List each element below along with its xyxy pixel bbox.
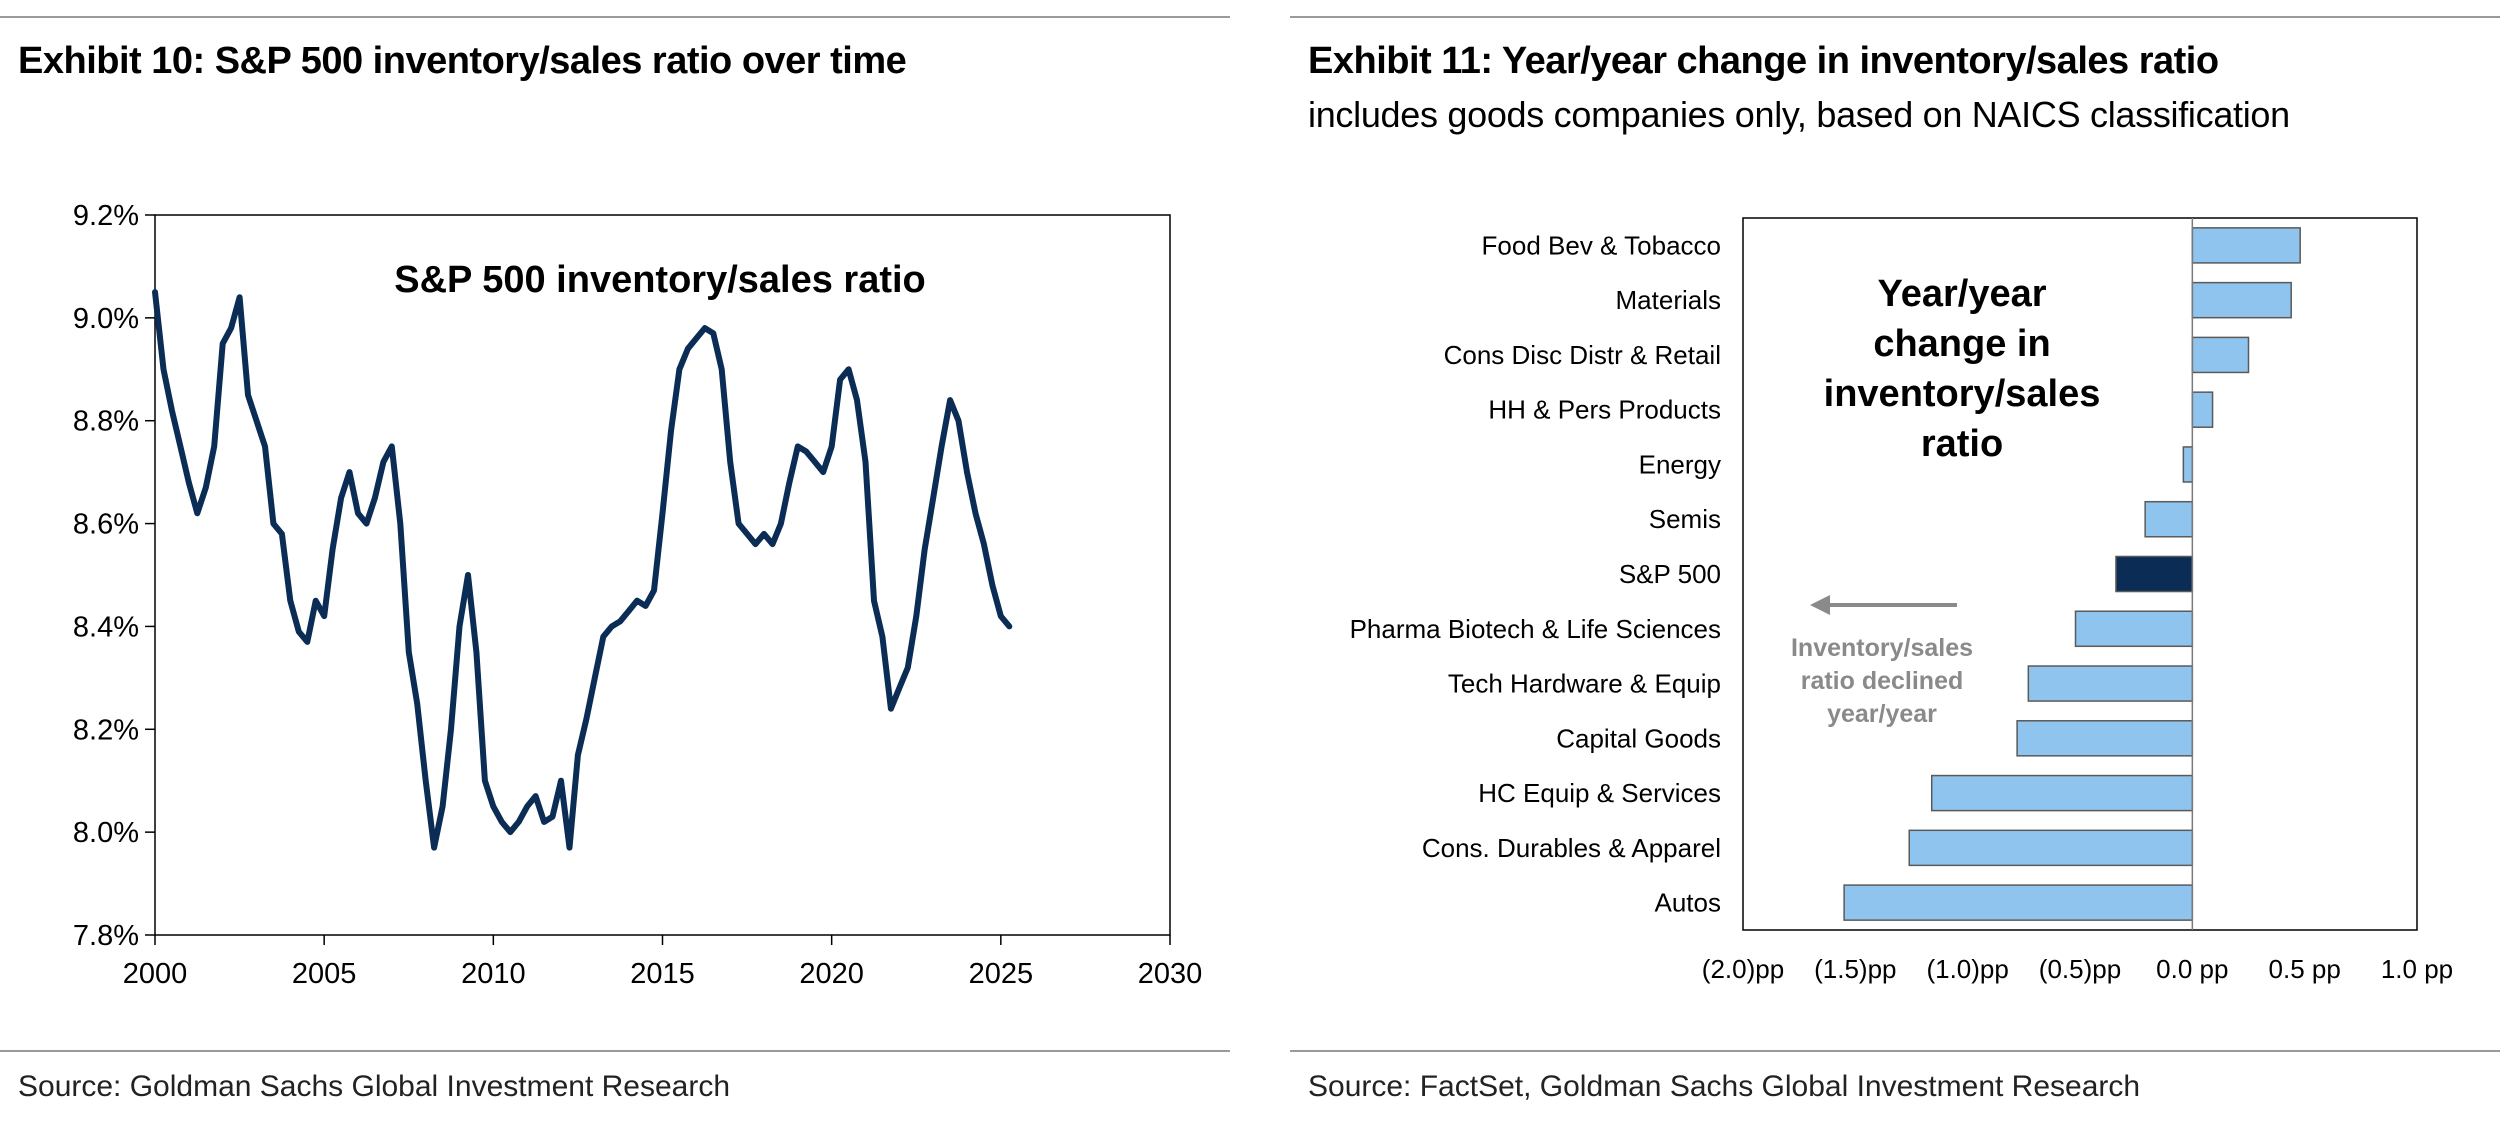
- bar: [1908, 829, 2194, 867]
- bottom-rule: [0, 1050, 1230, 1052]
- category-label: Food Bev & Tobacco: [1482, 230, 1721, 260]
- x-tick-label: 2025: [969, 958, 1034, 990]
- bar: [2191, 227, 2301, 264]
- exhibit-11-panel: Exhibit 11: Year/year change in inventor…: [1290, 0, 2500, 1126]
- category-label: Cons. Durables & Apparel: [1422, 833, 1721, 863]
- exhibit-10-title: Exhibit 10: S&P 500 inventory/sales rati…: [18, 40, 907, 82]
- exhibit-10-panel: Exhibit 10: S&P 500 inventory/sales rati…: [0, 0, 1230, 1126]
- line-chart: 7.8% 8.0% 8.2% 8.4% 8.6% 8.8% 9.0% 9.2% 2000 2005…: [73, 200, 1203, 990]
- x-tick-label: 2005: [292, 958, 357, 990]
- bar-highlight: [2115, 555, 2194, 593]
- exhibit-10-source: Source: Goldman Sachs Global Investment …: [18, 1070, 731, 1103]
- bar: [2027, 665, 2194, 702]
- bar: [2191, 391, 2214, 428]
- y-tick-label: 9.0%: [73, 303, 139, 335]
- exhibit-11-title: Exhibit 11: Year/year change in inventor…: [1308, 40, 2219, 82]
- x-tick-label: 2010: [461, 958, 526, 990]
- y-tick-label: 8.6%: [73, 509, 139, 541]
- chart-title: Year/year change in inventory/sales ratio: [1824, 273, 2101, 465]
- bar: [2182, 446, 2194, 483]
- category-label: Tech Hardware & Equip: [1448, 669, 1721, 699]
- bar: [2191, 336, 2250, 374]
- bar: [2016, 720, 2194, 757]
- exhibit-11-source: Source: FactSet, Goldman Sachs Global In…: [1308, 1070, 2141, 1103]
- x-tick-label: 0.5 pp: [2269, 954, 2341, 984]
- top-rule: [1290, 16, 2500, 18]
- bar-chart: Food Bev & Tobacco Materials Cons Disc Dis…: [1350, 217, 2453, 984]
- x-tick-label: 0.0 pp: [2156, 954, 2228, 984]
- x-tick-label: 1.0 pp: [2381, 954, 2453, 984]
- y-tick-label: 8.0%: [73, 817, 139, 849]
- y-tick-label: 8.8%: [73, 406, 139, 438]
- category-label: HH & Pers Products: [1488, 395, 1721, 425]
- top-rule: [0, 16, 1230, 18]
- category-label: Energy: [1639, 449, 1721, 479]
- category-label: S&P 500: [1619, 559, 1721, 589]
- y-tick-label: 8.4%: [73, 611, 139, 643]
- y-tick-label: 8.2%: [73, 714, 139, 746]
- annotation-text: Inventory/sales ratio declined year/year: [1791, 634, 1973, 728]
- category-label: Semis: [1649, 504, 1721, 534]
- x-tick-label: (0.5)pp: [2039, 954, 2121, 984]
- bar: [2074, 610, 2194, 648]
- annotation-arrowhead: [1810, 595, 1830, 615]
- x-tick-label: 2015: [630, 958, 695, 990]
- y-tick-label: 7.8%: [73, 920, 139, 952]
- category-label: Pharma Biotech & Life Sciences: [1350, 614, 1721, 644]
- plot-frame: [154, 214, 1171, 936]
- x-tick-label: (1.0)pp: [1926, 954, 2008, 984]
- x-tick-label: (1.5)pp: [1814, 954, 1896, 984]
- bar: [1930, 774, 2194, 812]
- x-tick-label: 2030: [1138, 958, 1203, 990]
- category-label: HC Equip & Services: [1478, 778, 1721, 808]
- chart-title: S&P 500 inventory/sales ratio: [394, 259, 926, 301]
- y-tick-label: 9.2%: [73, 200, 139, 232]
- bar: [2144, 500, 2194, 538]
- category-label: Capital Goods: [1556, 723, 1721, 753]
- plot-frame: [1742, 217, 2418, 931]
- bar: [2191, 281, 2292, 319]
- category-label: Cons Disc Distr & Retail: [1444, 340, 1721, 370]
- exhibit-11-subtitle: includes goods companies only, based on …: [1308, 94, 2290, 135]
- category-label: Autos: [1655, 888, 1722, 918]
- x-tick-label: (2.0)pp: [1702, 954, 1784, 984]
- x-tick-label: 2000: [123, 958, 188, 990]
- x-tick-label: 2020: [799, 958, 864, 990]
- bar: [1843, 884, 2194, 921]
- category-label: Materials: [1616, 285, 1721, 315]
- bottom-rule: [1290, 1050, 2500, 1052]
- series-line: [152, 289, 1013, 851]
